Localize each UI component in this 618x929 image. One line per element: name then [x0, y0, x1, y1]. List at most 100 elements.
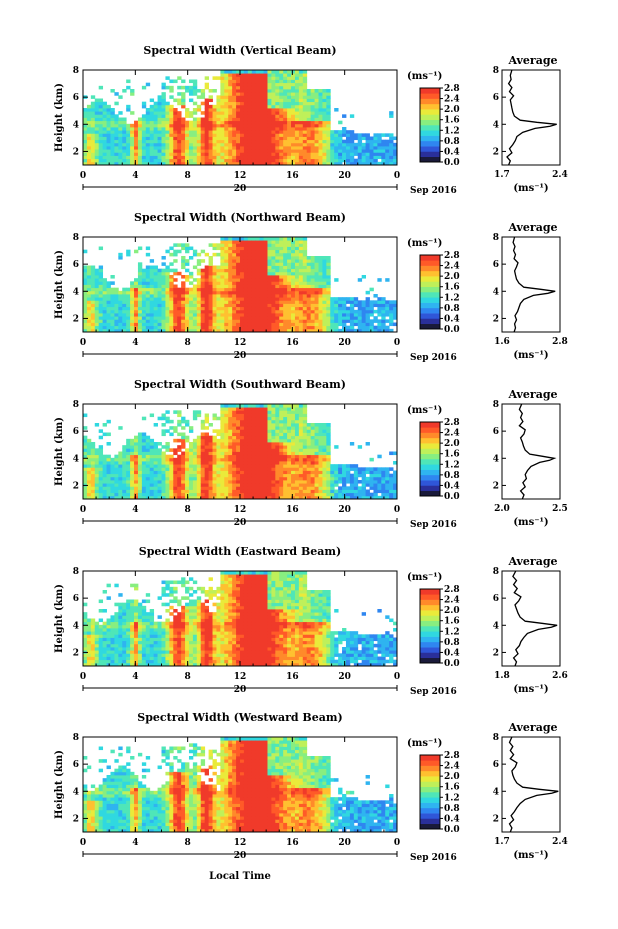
heatmap-cell	[243, 243, 249, 247]
heatmap-cell	[122, 287, 127, 292]
heatmap-cell	[126, 328, 131, 333]
heatmap-cell	[157, 467, 162, 471]
heatmap-cell	[275, 92, 280, 96]
heatmap-cell	[204, 252, 210, 257]
heatmap-cell	[98, 429, 104, 433]
heatmap-cell	[259, 442, 264, 446]
heatmap-cell	[330, 300, 335, 304]
heatmap-cell	[240, 297, 245, 301]
heatmap-cell	[153, 278, 158, 282]
heatmap-cell	[204, 268, 210, 273]
heatmap-cell	[243, 432, 249, 437]
heatmap-cell	[326, 256, 331, 260]
heatmap-cell	[165, 123, 170, 128]
heatmap-cell	[310, 432, 315, 437]
heatmap-cell	[291, 271, 296, 276]
heatmap-cell	[126, 161, 131, 166]
heatmap-cell	[114, 467, 119, 471]
heatmap-cell	[271, 161, 276, 166]
heatmap-cell	[263, 473, 268, 478]
heatmap-cell	[349, 133, 355, 137]
heatmap-cell	[306, 294, 312, 298]
heatmap-cell	[251, 139, 257, 144]
heatmap-cell	[251, 85, 257, 90]
heatmap-cell	[118, 480, 123, 484]
heatmap-cell	[192, 410, 198, 414]
heatmap-cell	[126, 108, 131, 112]
heatmap-cell	[279, 423, 284, 427]
heatmap-cell	[196, 486, 202, 490]
heatmap-cell	[204, 480, 210, 484]
x-tick-label: 16	[286, 171, 299, 181]
heatmap-cell	[232, 464, 237, 468]
heatmap-cell	[122, 133, 127, 137]
heatmap-cell	[302, 149, 308, 153]
heatmap-cell	[232, 256, 237, 260]
heatmap-cell	[173, 130, 178, 134]
heatmap-cell	[240, 451, 245, 456]
heatmap-cell	[153, 464, 158, 468]
colorbar-tick-label: 1.2	[444, 126, 460, 136]
heatmap-cell	[279, 256, 284, 260]
heatmap-cell	[263, 470, 268, 475]
heatmap-cell	[232, 454, 237, 459]
heatmap-cell	[310, 325, 315, 330]
heatmap-cell	[102, 117, 107, 122]
heatmap-cell	[98, 294, 104, 298]
heatmap-cell	[161, 104, 166, 109]
heatmap-cell	[181, 265, 186, 270]
heatmap-cell	[114, 480, 119, 484]
heatmap-cell	[255, 303, 261, 308]
heatmap-cell	[291, 322, 296, 327]
heatmap-cell	[247, 95, 253, 99]
heatmap-cell	[251, 461, 257, 465]
heatmap-cell	[157, 319, 162, 323]
heatmap-cell	[275, 89, 280, 93]
heatmap-cell	[236, 492, 241, 497]
heatmap-cell	[310, 492, 315, 497]
heatmap-cell	[267, 419, 272, 424]
heatmap-cell	[251, 445, 257, 449]
heatmap-cell	[294, 136, 300, 141]
colorbar-segment	[420, 103, 440, 110]
heatmap-cell	[181, 416, 186, 421]
heatmap-cell	[83, 300, 88, 304]
heatmap-cell	[196, 123, 202, 128]
heatmap-cell	[236, 287, 241, 292]
heatmap-cell	[98, 325, 104, 330]
heatmap-cell	[236, 445, 241, 449]
heatmap-cell	[228, 252, 233, 257]
heatmap-cell	[271, 120, 276, 125]
heatmap-cell	[259, 127, 264, 131]
heatmap-cell	[106, 139, 111, 144]
heatmap-cell	[153, 300, 158, 304]
heatmap-cell	[212, 271, 217, 276]
heatmap-cell	[279, 98, 284, 103]
heatmap-cell	[259, 467, 264, 471]
heatmap-cell	[377, 325, 382, 330]
heatmap-cell	[306, 104, 312, 109]
heatmap-cell	[306, 306, 312, 311]
heatmap-cell	[98, 495, 104, 500]
heatmap-cell	[271, 328, 276, 333]
heatmap-cell	[224, 271, 229, 276]
heatmap-cell	[192, 445, 198, 449]
heatmap-cell	[141, 127, 147, 131]
heatmap-cell	[287, 416, 292, 421]
heatmap-cell	[141, 142, 147, 147]
heatmap-cell	[287, 268, 292, 273]
heatmap-cell	[110, 133, 115, 137]
heatmap-cell	[342, 306, 347, 311]
heatmap-cell	[298, 133, 304, 137]
heatmap-cell	[318, 152, 323, 156]
heatmap-cell	[240, 278, 245, 282]
heatmap-cell	[181, 473, 186, 478]
heatmap-cell	[247, 303, 253, 308]
heatmap-cell	[141, 303, 147, 308]
heatmap-cell	[83, 470, 88, 475]
heatmap-cell	[247, 259, 253, 263]
heatmap-cell	[126, 104, 131, 109]
heatmap-cell	[318, 101, 323, 106]
heatmap-cell	[110, 142, 115, 147]
heatmap-cell	[251, 108, 257, 112]
